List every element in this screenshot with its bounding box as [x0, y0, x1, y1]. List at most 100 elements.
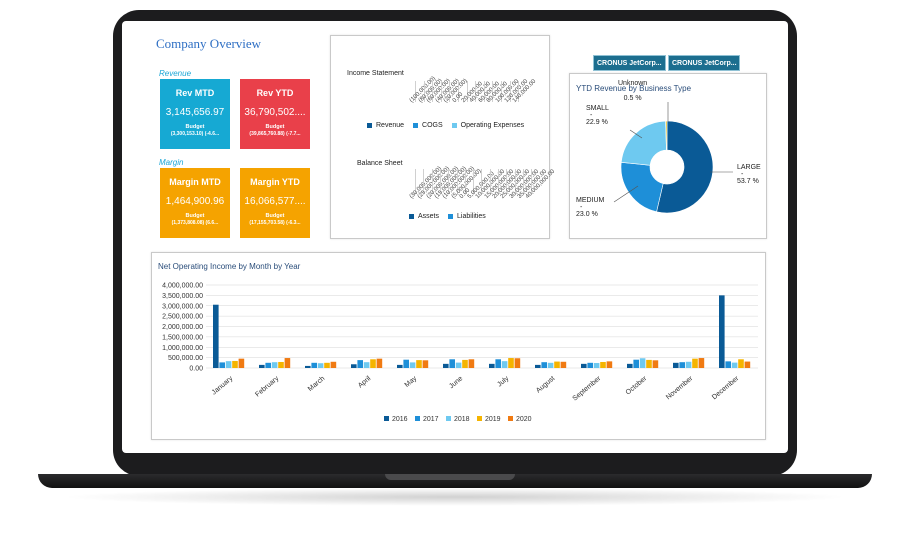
slice-dash: - — [590, 112, 593, 119]
kpi-budget-value: (1,373,808.08) (6.6... — [171, 220, 219, 226]
bar-2017-october[interactable] — [633, 359, 639, 368]
kpi-tile-rev-mtd[interactable]: Rev MTD 3,145,656.97 Budget (3,300,153.1… — [160, 79, 230, 149]
x-tick-label: September — [572, 375, 603, 403]
kpi-tile-margin-mtd[interactable]: Margin MTD 1,464,900.96 Budget (1,373,80… — [160, 168, 230, 238]
company-tab-1[interactable]: CRONUS JetCorp... — [593, 55, 666, 71]
legend-label-2017[interactable]: 2017 — [423, 416, 439, 423]
bar-2019-may[interactable] — [416, 360, 422, 368]
bar-2018-march[interactable] — [317, 363, 324, 368]
bar-2020-february[interactable] — [284, 358, 291, 368]
bar-2019-december[interactable] — [738, 359, 744, 368]
bar-2019-april[interactable] — [370, 359, 376, 368]
bar-2016-february[interactable] — [259, 364, 265, 368]
bar-2016-april[interactable] — [351, 364, 357, 368]
bar-2018-july[interactable] — [501, 361, 508, 368]
slice-percent: 0.5 % — [623, 95, 642, 102]
legend-label: COGS — [422, 122, 443, 129]
bar-2020-september[interactable] — [606, 361, 613, 368]
page-title: Company Overview — [156, 36, 262, 51]
bar-2017-july[interactable] — [495, 359, 501, 368]
bar-2016-may[interactable] — [397, 364, 403, 368]
bar-2020-august[interactable] — [560, 361, 567, 368]
kpi-tile-margin-ytd[interactable]: Margin YTD 16,066,577.... Budget (17,155… — [240, 168, 310, 238]
bar-2019-october[interactable] — [646, 359, 652, 368]
legend-item-revenue[interactable]: Revenue — [367, 122, 404, 129]
bar-2020-june[interactable] — [468, 359, 475, 368]
bar-2016-august[interactable] — [535, 364, 541, 368]
bar-2016-january[interactable] — [213, 304, 219, 368]
bar-2017-may[interactable] — [403, 359, 409, 368]
balance-sheet-gridline — [415, 169, 416, 194]
legend-item-cogs[interactable]: COGS — [413, 122, 443, 129]
legend-item-assets[interactable]: Assets — [409, 213, 439, 220]
bar-2018-february[interactable] — [271, 362, 278, 368]
bar-2019-july[interactable] — [508, 358, 514, 368]
bar-2020-october[interactable] — [652, 360, 659, 368]
bar-2016-june[interactable] — [443, 363, 449, 368]
income-statement-gridline — [501, 81, 502, 102]
donut-slice-medium[interactable] — [620, 161, 664, 213]
bar-2020-december[interactable] — [744, 361, 751, 368]
bar-2017-february[interactable] — [265, 362, 271, 368]
y-tick-label: 1,000,000.00 — [162, 345, 203, 352]
bar-2018-april[interactable] — [363, 362, 370, 368]
bar-2020-january[interactable] — [238, 358, 245, 368]
kpi-title: Rev YTD — [256, 88, 294, 98]
bar-2016-july[interactable] — [489, 363, 495, 368]
donut-slice-large[interactable] — [656, 120, 714, 214]
bar-2019-june[interactable] — [462, 359, 468, 368]
legend-label: Operating Expenses — [460, 122, 525, 129]
bar-2017-november[interactable] — [679, 362, 685, 368]
donut-slice-small[interactable] — [620, 120, 667, 166]
balance-sheet-gridline — [522, 169, 524, 194]
legend-label-2019[interactable]: 2019 — [485, 416, 501, 423]
legend-label-2020[interactable]: 2020 — [516, 416, 532, 423]
legend-label-2016[interactable]: 2016 — [392, 416, 408, 423]
bar-2019-september[interactable] — [600, 361, 606, 368]
net-operating-income-panel[interactable]: Net Operating Income by Month by Year 4,… — [151, 252, 766, 440]
bar-2019-february[interactable] — [278, 361, 284, 368]
donut-slice-unknown[interactable] — [665, 120, 668, 151]
bar-2018-december[interactable] — [731, 362, 738, 368]
bar-2018-september[interactable] — [593, 363, 600, 368]
bar-2020-march[interactable] — [330, 361, 337, 368]
bar-2018-may[interactable] — [409, 362, 416, 368]
bar-2019-march[interactable] — [324, 362, 330, 368]
bar-2020-november[interactable] — [698, 358, 705, 368]
bar-2018-august[interactable] — [547, 362, 554, 368]
bar-2020-may[interactable] — [422, 360, 429, 368]
company-tab-2[interactable]: CRONUS JetCorp... — [668, 55, 740, 71]
bar-2016-september[interactable] — [581, 363, 587, 368]
bar-2016-december[interactable] — [719, 295, 725, 368]
kpi-tile-rev-ytd[interactable]: Rev YTD 36,790,502.... Budget (39,865,76… — [240, 79, 310, 149]
x-tick-label: August — [535, 375, 556, 394]
legend-item-operating-expenses[interactable]: Operating Expenses — [451, 122, 525, 129]
bar-2018-january[interactable] — [225, 361, 232, 368]
income-statement-gridline — [440, 81, 442, 102]
bar-2019-january[interactable] — [232, 360, 238, 368]
laptop-base — [38, 474, 872, 488]
bar-2020-july[interactable] — [514, 358, 521, 368]
slice-dash: - — [741, 171, 744, 178]
bar-2017-april[interactable] — [357, 360, 363, 368]
bar-2016-october[interactable] — [627, 363, 633, 368]
bar-2017-september[interactable] — [587, 362, 593, 368]
legend-label-2018[interactable]: 2018 — [454, 416, 470, 423]
bar-2018-november[interactable] — [685, 361, 692, 368]
finance-panel[interactable]: Income Statement (100,000.00) (80,000.00)… — [330, 35, 556, 239]
income-statement-gridline — [415, 81, 416, 102]
ytd-revenue-panel[interactable]: YTD Revenue by Business Type Unknown 0.5… — [569, 73, 767, 239]
bar-2020-april[interactable] — [376, 358, 383, 368]
bar-2017-june[interactable] — [449, 359, 455, 368]
bar-2017-august[interactable] — [541, 362, 547, 368]
bar-2019-august[interactable] — [554, 361, 560, 368]
bar-2016-november[interactable] — [673, 362, 679, 368]
bar-2017-december[interactable] — [725, 361, 731, 368]
bar-2017-january[interactable] — [219, 362, 225, 368]
bar-2018-october[interactable] — [639, 358, 646, 368]
bar-2019-november[interactable] — [692, 358, 698, 368]
legend-item-liabilities[interactable]: Liabilities — [448, 213, 486, 220]
bar-2017-march[interactable] — [311, 362, 317, 368]
bar-2018-june[interactable] — [455, 362, 462, 368]
bar-2016-march[interactable] — [305, 365, 311, 368]
